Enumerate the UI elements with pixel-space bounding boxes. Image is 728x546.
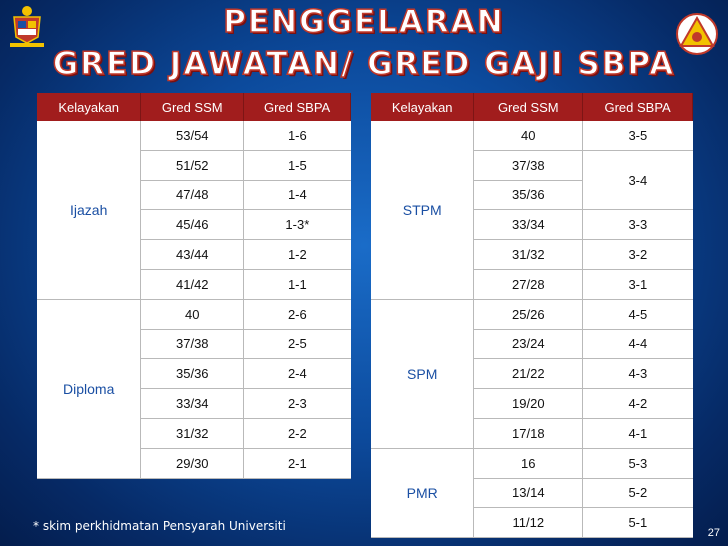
title-line1: PENGGELARAN bbox=[223, 3, 505, 41]
gred-sbpa-cell: 5-3 bbox=[582, 448, 693, 479]
table-row: 45/46 1-3* bbox=[37, 209, 351, 241]
gred-ssm-cell: 19/20 bbox=[473, 388, 583, 419]
table-row: 19/20 4-2 bbox=[371, 388, 693, 419]
gred-sbpa-cell: 4-2 bbox=[582, 388, 693, 419]
gred-sbpa-cell: 5-2 bbox=[582, 478, 693, 509]
gred-ssm-cell: 40 bbox=[140, 299, 244, 330]
qualification-cell: STPM bbox=[371, 121, 474, 300]
qualification-cell: Ijazah bbox=[37, 121, 141, 300]
gred-sbpa-cell: 4-1 bbox=[582, 418, 693, 449]
gred-ssm-cell: 35/36 bbox=[140, 358, 244, 390]
gred-ssm-cell: 53/54 bbox=[140, 121, 244, 151]
gred-sbpa-cell: 1-5 bbox=[243, 150, 351, 181]
header-gred-ssm: Gred SSM bbox=[140, 93, 245, 121]
table-row: Diploma 40 2-6 bbox=[37, 299, 351, 479]
table-row: 43/44 1-2 bbox=[37, 239, 351, 270]
table-row: 35/36 2-4 bbox=[37, 358, 351, 390]
table-row: 11/12 5-1 bbox=[371, 507, 693, 539]
gred-ssm-cell: 27/28 bbox=[473, 269, 583, 300]
gred-sbpa-cell: 3-5 bbox=[582, 121, 693, 151]
header-kelayakan: Kelayakan bbox=[371, 93, 475, 121]
table-row: 35/36 bbox=[371, 180, 693, 211]
gred-ssm-cell: 41/42 bbox=[140, 269, 244, 300]
table-row: 29/30 2-1 bbox=[37, 448, 351, 479]
gred-sbpa-cell: 3-1 bbox=[582, 269, 693, 300]
gred-sbpa-cell: 2-6 bbox=[243, 299, 351, 330]
gred-sbpa-cell: 4-4 bbox=[582, 329, 693, 360]
gred-ssm-cell: 29/30 bbox=[140, 448, 244, 479]
table-row: 37/38 2-5 bbox=[37, 329, 351, 360]
gred-sbpa-cell: 2-2 bbox=[243, 418, 351, 449]
agency-logo-icon bbox=[676, 13, 718, 55]
table-row: 21/22 4-3 bbox=[371, 358, 693, 390]
grade-table-right: Kelayakan Gred SSM Gred SBPA STPM 40 3-5… bbox=[371, 93, 693, 539]
gred-ssm-cell: 35/36 bbox=[473, 180, 583, 211]
footnote: * skim perkhidmatan Pensyarah Universiti bbox=[33, 519, 286, 533]
grade-table-left: Kelayakan Gred SSM Gred SBPA Ijazah 53/5… bbox=[37, 93, 351, 479]
gred-sbpa-cell: 2-4 bbox=[243, 358, 351, 390]
gred-sbpa-cell: 4-3 bbox=[582, 358, 693, 390]
gred-ssm-cell: 31/32 bbox=[140, 418, 244, 449]
table-row: 51/52 1-5 bbox=[37, 150, 351, 181]
gred-ssm-cell: 33/34 bbox=[140, 388, 244, 419]
gred-ssm-cell: 45/46 bbox=[140, 209, 244, 241]
gred-ssm-cell: 43/44 bbox=[140, 239, 244, 270]
gred-ssm-cell: 47/48 bbox=[140, 180, 244, 211]
table-row: 37/38 3-4 bbox=[371, 150, 693, 211]
header-gred-ssm: Gred SSM bbox=[473, 93, 584, 121]
gred-ssm-cell: 37/38 bbox=[140, 329, 244, 360]
table-row: 27/28 3-1 bbox=[371, 269, 693, 300]
gred-ssm-cell: 23/24 bbox=[473, 329, 583, 360]
gred-ssm-cell: 16 bbox=[473, 448, 583, 479]
gred-ssm-cell: 40 bbox=[473, 121, 583, 151]
gred-ssm-cell: 11/12 bbox=[473, 507, 583, 539]
gred-sbpa-cell: 5-1 bbox=[582, 507, 693, 539]
gred-sbpa-cell: 1-6 bbox=[243, 121, 351, 151]
gred-ssm-cell: 37/38 bbox=[473, 150, 583, 181]
qualification-cell: PMR bbox=[371, 448, 474, 539]
table-row: 31/32 3-2 bbox=[371, 239, 693, 270]
gred-sbpa-cell: 3-2 bbox=[582, 239, 693, 270]
table-row: 23/24 4-4 bbox=[371, 329, 693, 360]
header-kelayakan: Kelayakan bbox=[37, 93, 142, 121]
gred-sbpa-cell: 3-3 bbox=[582, 209, 693, 241]
gred-sbpa-cell: 1-4 bbox=[243, 180, 351, 211]
page-number: 27 bbox=[707, 527, 720, 539]
gred-ssm-cell: 25/26 bbox=[473, 299, 583, 330]
header-gred-sbpa: Gred SBPA bbox=[582, 93, 693, 121]
gred-sbpa-cell: 2-5 bbox=[243, 329, 351, 360]
gred-ssm-cell: 13/14 bbox=[473, 478, 583, 509]
qualification-cell: SPM bbox=[371, 299, 474, 449]
coat-of-arms-icon bbox=[10, 6, 44, 47]
table-row: SPM 25/26 4-5 bbox=[371, 299, 693, 449]
gred-sbpa-cell: 2-3 bbox=[243, 388, 351, 419]
qualification-cell: Diploma bbox=[37, 299, 141, 479]
table-row: 41/42 1-1 bbox=[37, 269, 351, 300]
gred-ssm-cell: 17/18 bbox=[473, 418, 583, 449]
gred-sbpa-cell: 3-4 bbox=[582, 150, 693, 211]
table-row: PMR 16 5-3 bbox=[371, 448, 693, 539]
gred-ssm-cell: 21/22 bbox=[473, 358, 583, 390]
gred-ssm-cell: 31/32 bbox=[473, 239, 583, 270]
gred-sbpa-cell: 1-1 bbox=[243, 269, 351, 300]
table-row: 33/34 3-3 bbox=[371, 209, 693, 241]
table-row: STPM 40 3-5 bbox=[371, 121, 693, 300]
header-gred-sbpa: Gred SBPA bbox=[243, 93, 351, 121]
gred-sbpa-cell: 1-2 bbox=[243, 239, 351, 270]
table-row: Ijazah 53/54 1-6 bbox=[37, 121, 351, 300]
table-row: 47/48 1-4 bbox=[37, 180, 351, 211]
table-row: 33/34 2-3 bbox=[37, 388, 351, 419]
title-line2: GRED JAWATAN/ GRED GAJI SBPA bbox=[52, 45, 676, 83]
gred-sbpa-cell: 4-5 bbox=[582, 299, 693, 330]
table-row: 17/18 4-1 bbox=[371, 418, 693, 449]
table-row: 13/14 5-2 bbox=[371, 478, 693, 509]
gred-sbpa-cell: 1-3* bbox=[243, 209, 351, 241]
gred-ssm-cell: 33/34 bbox=[473, 209, 583, 241]
gred-sbpa-cell: 2-1 bbox=[243, 448, 351, 479]
gred-ssm-cell: 51/52 bbox=[140, 150, 244, 181]
table-row: 31/32 2-2 bbox=[37, 418, 351, 449]
